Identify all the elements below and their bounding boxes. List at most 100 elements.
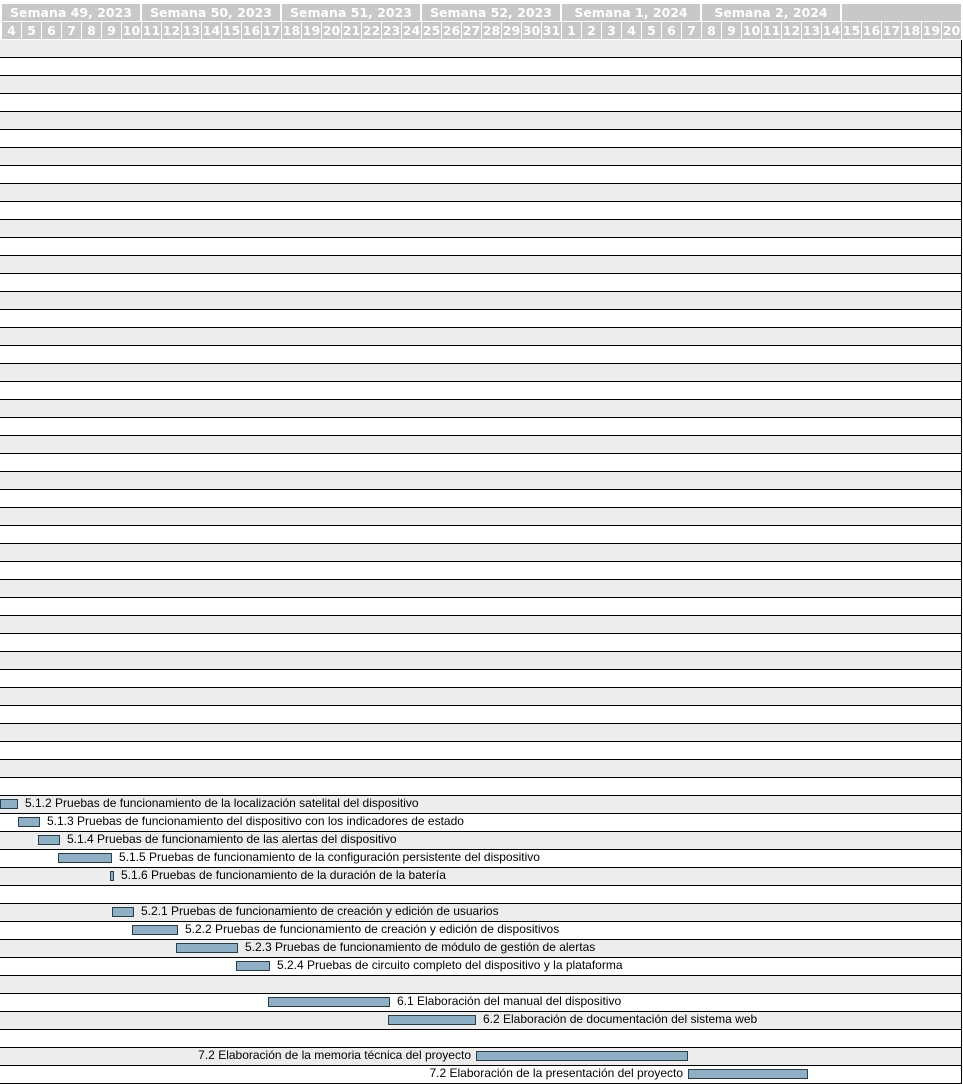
day-header: 6 — [662, 22, 682, 39]
gantt-row — [0, 400, 962, 418]
day-header: 18 — [282, 22, 302, 39]
task-bar[interactable] — [38, 835, 60, 845]
gantt-row — [0, 742, 962, 760]
day-header: 23 — [382, 22, 402, 39]
task-label: 5.2.1 Pruebas de funcionamiento de creac… — [141, 904, 499, 918]
task-bar[interactable] — [112, 907, 134, 917]
gantt-row — [0, 724, 962, 742]
day-header: 12 — [162, 22, 182, 39]
gantt-row — [0, 454, 962, 472]
day-header: 10 — [122, 22, 142, 39]
gantt-row — [0, 364, 962, 382]
gantt-row — [0, 796, 962, 814]
day-header: 5 — [642, 22, 662, 39]
day-header: 4 — [622, 22, 642, 39]
gantt-row — [0, 994, 962, 1012]
day-header: 17 — [882, 22, 902, 39]
gantt-row — [0, 778, 962, 796]
task-label: 7.2 Elaboración de la presentación del p… — [429, 1066, 684, 1080]
week-header: Semana 51, 2023 — [282, 4, 421, 21]
task-bar[interactable] — [176, 943, 238, 953]
day-header: 1 — [562, 22, 582, 39]
day-header: 10 — [742, 22, 762, 39]
week-header: Semana 52, 2023 — [422, 4, 561, 21]
day-header: 4 — [2, 22, 22, 39]
task-label: 5.1.3 Pruebas de funcionamiento del disp… — [47, 814, 464, 828]
task-bar[interactable] — [476, 1051, 688, 1061]
gantt-row — [0, 148, 962, 166]
gantt-row — [0, 274, 962, 292]
week-header: Semana 50, 2023 — [142, 4, 281, 21]
day-header: 29 — [502, 22, 522, 39]
task-label: 6.2 Elaboración de documentación del sis… — [483, 1012, 758, 1026]
task-bar[interactable] — [388, 1015, 476, 1025]
gantt-row — [0, 562, 962, 580]
gantt-row — [0, 598, 962, 616]
gantt-row — [0, 904, 962, 922]
day-header: 27 — [462, 22, 482, 39]
gantt-row — [0, 346, 962, 364]
day-header: 18 — [902, 22, 922, 39]
task-label: 5.1.4 Pruebas de funcionamiento de las a… — [67, 832, 397, 846]
gantt-row — [0, 508, 962, 526]
day-header: 15 — [222, 22, 242, 39]
gantt-row — [0, 112, 962, 130]
gantt-row — [0, 94, 962, 112]
day-header: 8 — [702, 22, 722, 39]
gantt-row — [0, 166, 962, 184]
day-header: 17 — [262, 22, 282, 39]
gantt-row — [0, 706, 962, 724]
day-header: 24 — [402, 22, 422, 39]
task-label: 5.1.6 Pruebas de funcionamiento de la du… — [121, 868, 446, 882]
day-header: 2 — [582, 22, 602, 39]
task-bar[interactable] — [58, 853, 112, 863]
task-bar[interactable] — [110, 871, 114, 881]
gantt-row — [0, 814, 962, 832]
day-header: 9 — [722, 22, 742, 39]
task-bar[interactable] — [132, 925, 178, 935]
gantt-row — [0, 688, 962, 706]
gantt-row — [0, 670, 962, 688]
day-header: 25 — [422, 22, 442, 39]
task-bar[interactable] — [236, 961, 270, 971]
day-header: 9 — [102, 22, 122, 39]
gantt-row — [0, 940, 962, 958]
task-label: 7.2 Elaboración de la memoria técnica de… — [198, 1048, 471, 1062]
day-header: 26 — [442, 22, 462, 39]
gantt-row — [0, 850, 962, 868]
task-label: 5.2.3 Pruebas de funcionamiento de módul… — [245, 940, 596, 954]
gantt-row — [0, 436, 962, 454]
task-label: 6.1 Elaboración del manual del dispositi… — [397, 994, 622, 1008]
day-header: 13 — [802, 22, 822, 39]
gantt-row — [0, 1030, 962, 1048]
gantt-row — [0, 922, 962, 940]
gantt-row — [0, 526, 962, 544]
gantt-row — [0, 58, 962, 76]
gantt-row — [0, 490, 962, 508]
day-header: 5 — [22, 22, 42, 39]
gantt-row — [0, 580, 962, 598]
task-bar[interactable] — [268, 997, 390, 1007]
task-bar[interactable] — [688, 1069, 808, 1079]
day-header: 7 — [682, 22, 702, 39]
gantt-row — [0, 634, 962, 652]
day-header: 16 — [242, 22, 262, 39]
gantt-row — [0, 328, 962, 346]
week-header-blank — [842, 4, 962, 21]
gantt-row — [0, 472, 962, 490]
task-bar[interactable] — [0, 799, 18, 809]
gantt-row — [0, 652, 962, 670]
day-header: 15 — [842, 22, 862, 39]
gantt-row — [0, 220, 962, 238]
day-header: 20 — [322, 22, 342, 39]
gantt-row — [0, 310, 962, 328]
day-header: 16 — [862, 22, 882, 39]
task-bar[interactable] — [18, 817, 40, 827]
day-header: 3 — [602, 22, 622, 39]
task-label: 5.2.4 Pruebas de circuito completo del d… — [277, 958, 623, 972]
gantt-row — [0, 760, 962, 778]
day-header: 30 — [522, 22, 542, 39]
day-header: 12 — [782, 22, 802, 39]
day-header: 14 — [202, 22, 222, 39]
